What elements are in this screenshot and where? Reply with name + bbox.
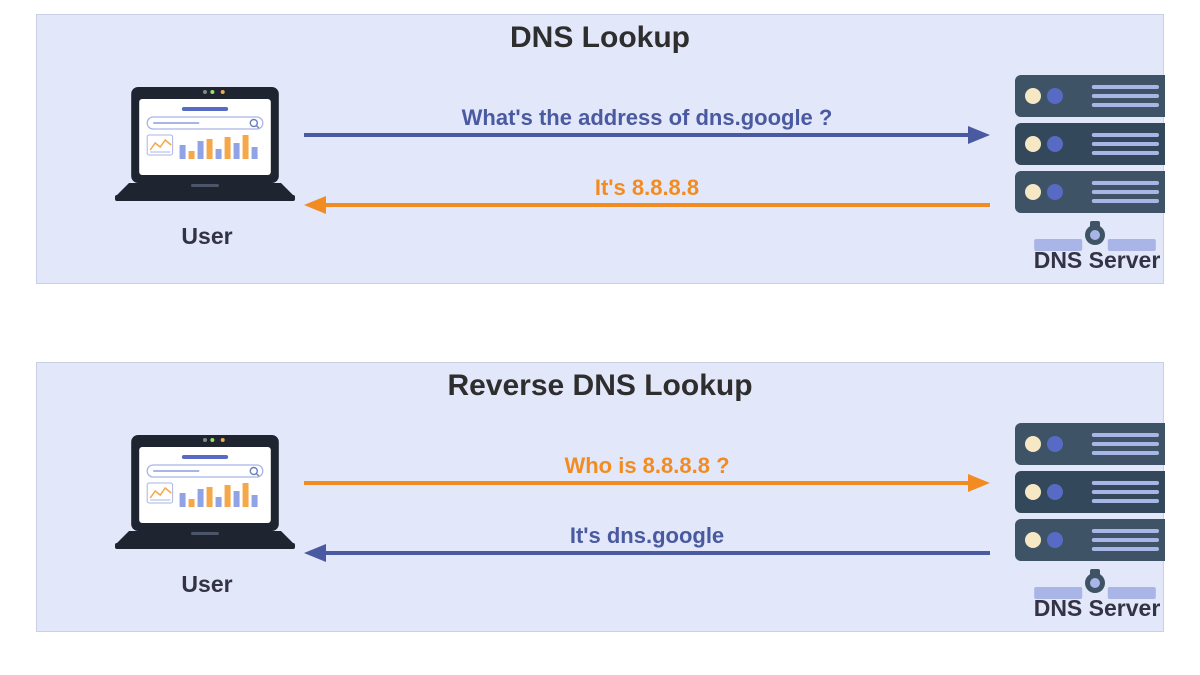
server-icon xyxy=(1015,423,1165,599)
response-text: It's 8.8.8.8 xyxy=(304,175,990,201)
request-text: Who is 8.8.8.8 ? xyxy=(304,453,990,479)
panel-reverse-dns: Reverse DNS Lookup Who is 8.8.8.8 ? It's… xyxy=(36,362,1164,632)
server-label: DNS Server xyxy=(1017,595,1177,622)
diagram-canvas: DNS Lookup What's the address of dns.goo… xyxy=(0,0,1200,675)
laptop-icon xyxy=(115,435,295,549)
panel-title: DNS Lookup xyxy=(37,21,1163,55)
server-label: DNS Server xyxy=(1017,247,1177,274)
laptop-icon xyxy=(115,87,295,201)
panel-forward-dns: DNS Lookup What's the address of dns.goo… xyxy=(36,14,1164,284)
server-icon xyxy=(1015,75,1165,251)
panel-title: Reverse DNS Lookup xyxy=(37,369,1163,403)
user-label: User xyxy=(147,571,267,598)
user-label: User xyxy=(147,223,267,250)
request-text: What's the address of dns.google ? xyxy=(304,105,990,131)
response-text: It's dns.google xyxy=(304,523,990,549)
